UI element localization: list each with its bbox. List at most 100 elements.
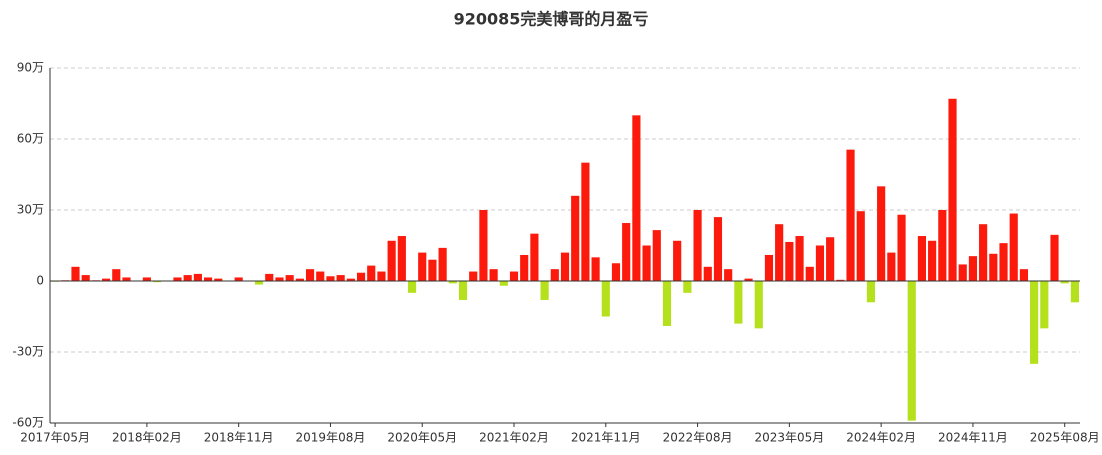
bar	[703, 266, 712, 281]
x-tick-label: 2020年05月	[387, 431, 457, 445]
bar	[938, 210, 947, 281]
bar	[846, 149, 855, 281]
x-tick-label: 2017年05月	[20, 431, 90, 445]
bar	[785, 241, 794, 281]
bar	[81, 275, 90, 281]
bar	[438, 247, 447, 281]
bar	[428, 259, 437, 281]
bar	[917, 236, 927, 281]
bar	[377, 271, 386, 281]
bar	[295, 278, 304, 281]
bar	[805, 266, 814, 281]
bar	[265, 273, 274, 281]
x-tick-label: 2023年05月	[754, 431, 824, 445]
bar	[1009, 213, 1018, 281]
bar	[407, 281, 417, 293]
bar	[1040, 281, 1049, 329]
bar	[316, 271, 325, 281]
bar	[979, 224, 988, 281]
bar	[632, 115, 641, 281]
x-tick-label: 2025年08月	[1030, 431, 1100, 445]
bar	[1030, 281, 1039, 364]
bar	[540, 281, 549, 300]
bar	[458, 281, 468, 300]
bar	[469, 271, 478, 281]
bar	[754, 281, 763, 329]
bar	[968, 256, 977, 281]
bar	[387, 240, 396, 281]
bar	[448, 281, 457, 284]
bar	[907, 281, 916, 421]
bar	[1060, 281, 1069, 284]
bar	[601, 281, 610, 317]
bar	[856, 211, 865, 281]
bar	[775, 224, 784, 281]
bar	[1070, 281, 1079, 303]
bar	[622, 223, 631, 281]
bar	[673, 240, 682, 281]
bar	[897, 214, 906, 281]
bar	[550, 269, 559, 281]
bar	[1050, 234, 1059, 281]
y-tick-label: 90万	[17, 61, 44, 75]
bar	[479, 210, 488, 281]
bar	[142, 277, 151, 281]
bar	[520, 254, 529, 281]
bar	[877, 186, 886, 281]
bar	[734, 281, 743, 324]
bar	[836, 279, 845, 281]
y-tick-label: 60万	[17, 132, 44, 146]
bar	[305, 269, 315, 281]
bar	[509, 271, 519, 281]
bar	[153, 281, 162, 283]
bar	[234, 277, 243, 281]
bar	[713, 217, 723, 281]
bar	[102, 278, 111, 281]
bar	[326, 276, 335, 281]
bar	[581, 162, 590, 281]
bar	[744, 278, 753, 281]
bar	[928, 240, 937, 281]
bar	[356, 272, 366, 281]
y-tick-label: -60万	[12, 416, 44, 430]
bar	[999, 243, 1008, 281]
bar	[489, 269, 498, 281]
x-tick-label: 2018年02月	[112, 431, 182, 445]
y-tick-label: 30万	[17, 203, 44, 217]
bar	[499, 281, 508, 286]
x-tick-label: 2021年11月	[571, 431, 641, 445]
bar	[183, 275, 192, 281]
bar	[989, 253, 998, 281]
bar	[724, 269, 733, 281]
bar	[591, 257, 600, 281]
bar	[815, 245, 825, 281]
bar	[764, 254, 774, 281]
bar	[214, 278, 223, 281]
bar	[866, 281, 876, 303]
bar	[826, 237, 835, 281]
bar	[122, 277, 131, 281]
bar	[112, 269, 121, 281]
bar	[652, 230, 661, 281]
bar	[418, 252, 427, 281]
bar	[571, 195, 580, 281]
chart-title: 920085完美博哥的月盈亏	[454, 10, 649, 29]
bar	[948, 98, 957, 282]
x-tick-label: 2022年08月	[663, 431, 733, 445]
bar	[683, 281, 692, 293]
bar	[346, 278, 355, 281]
bar	[795, 236, 804, 281]
bar	[254, 281, 264, 285]
bar	[336, 275, 345, 281]
bar	[662, 281, 672, 326]
bar	[193, 273, 202, 281]
bar	[887, 252, 896, 281]
x-tick-label: 2021年02月	[479, 431, 549, 445]
bar	[173, 277, 182, 281]
bar	[693, 210, 702, 281]
bar	[397, 236, 406, 281]
bar	[1019, 269, 1028, 281]
bar	[958, 264, 967, 281]
y-tick-label: -30万	[12, 345, 44, 359]
